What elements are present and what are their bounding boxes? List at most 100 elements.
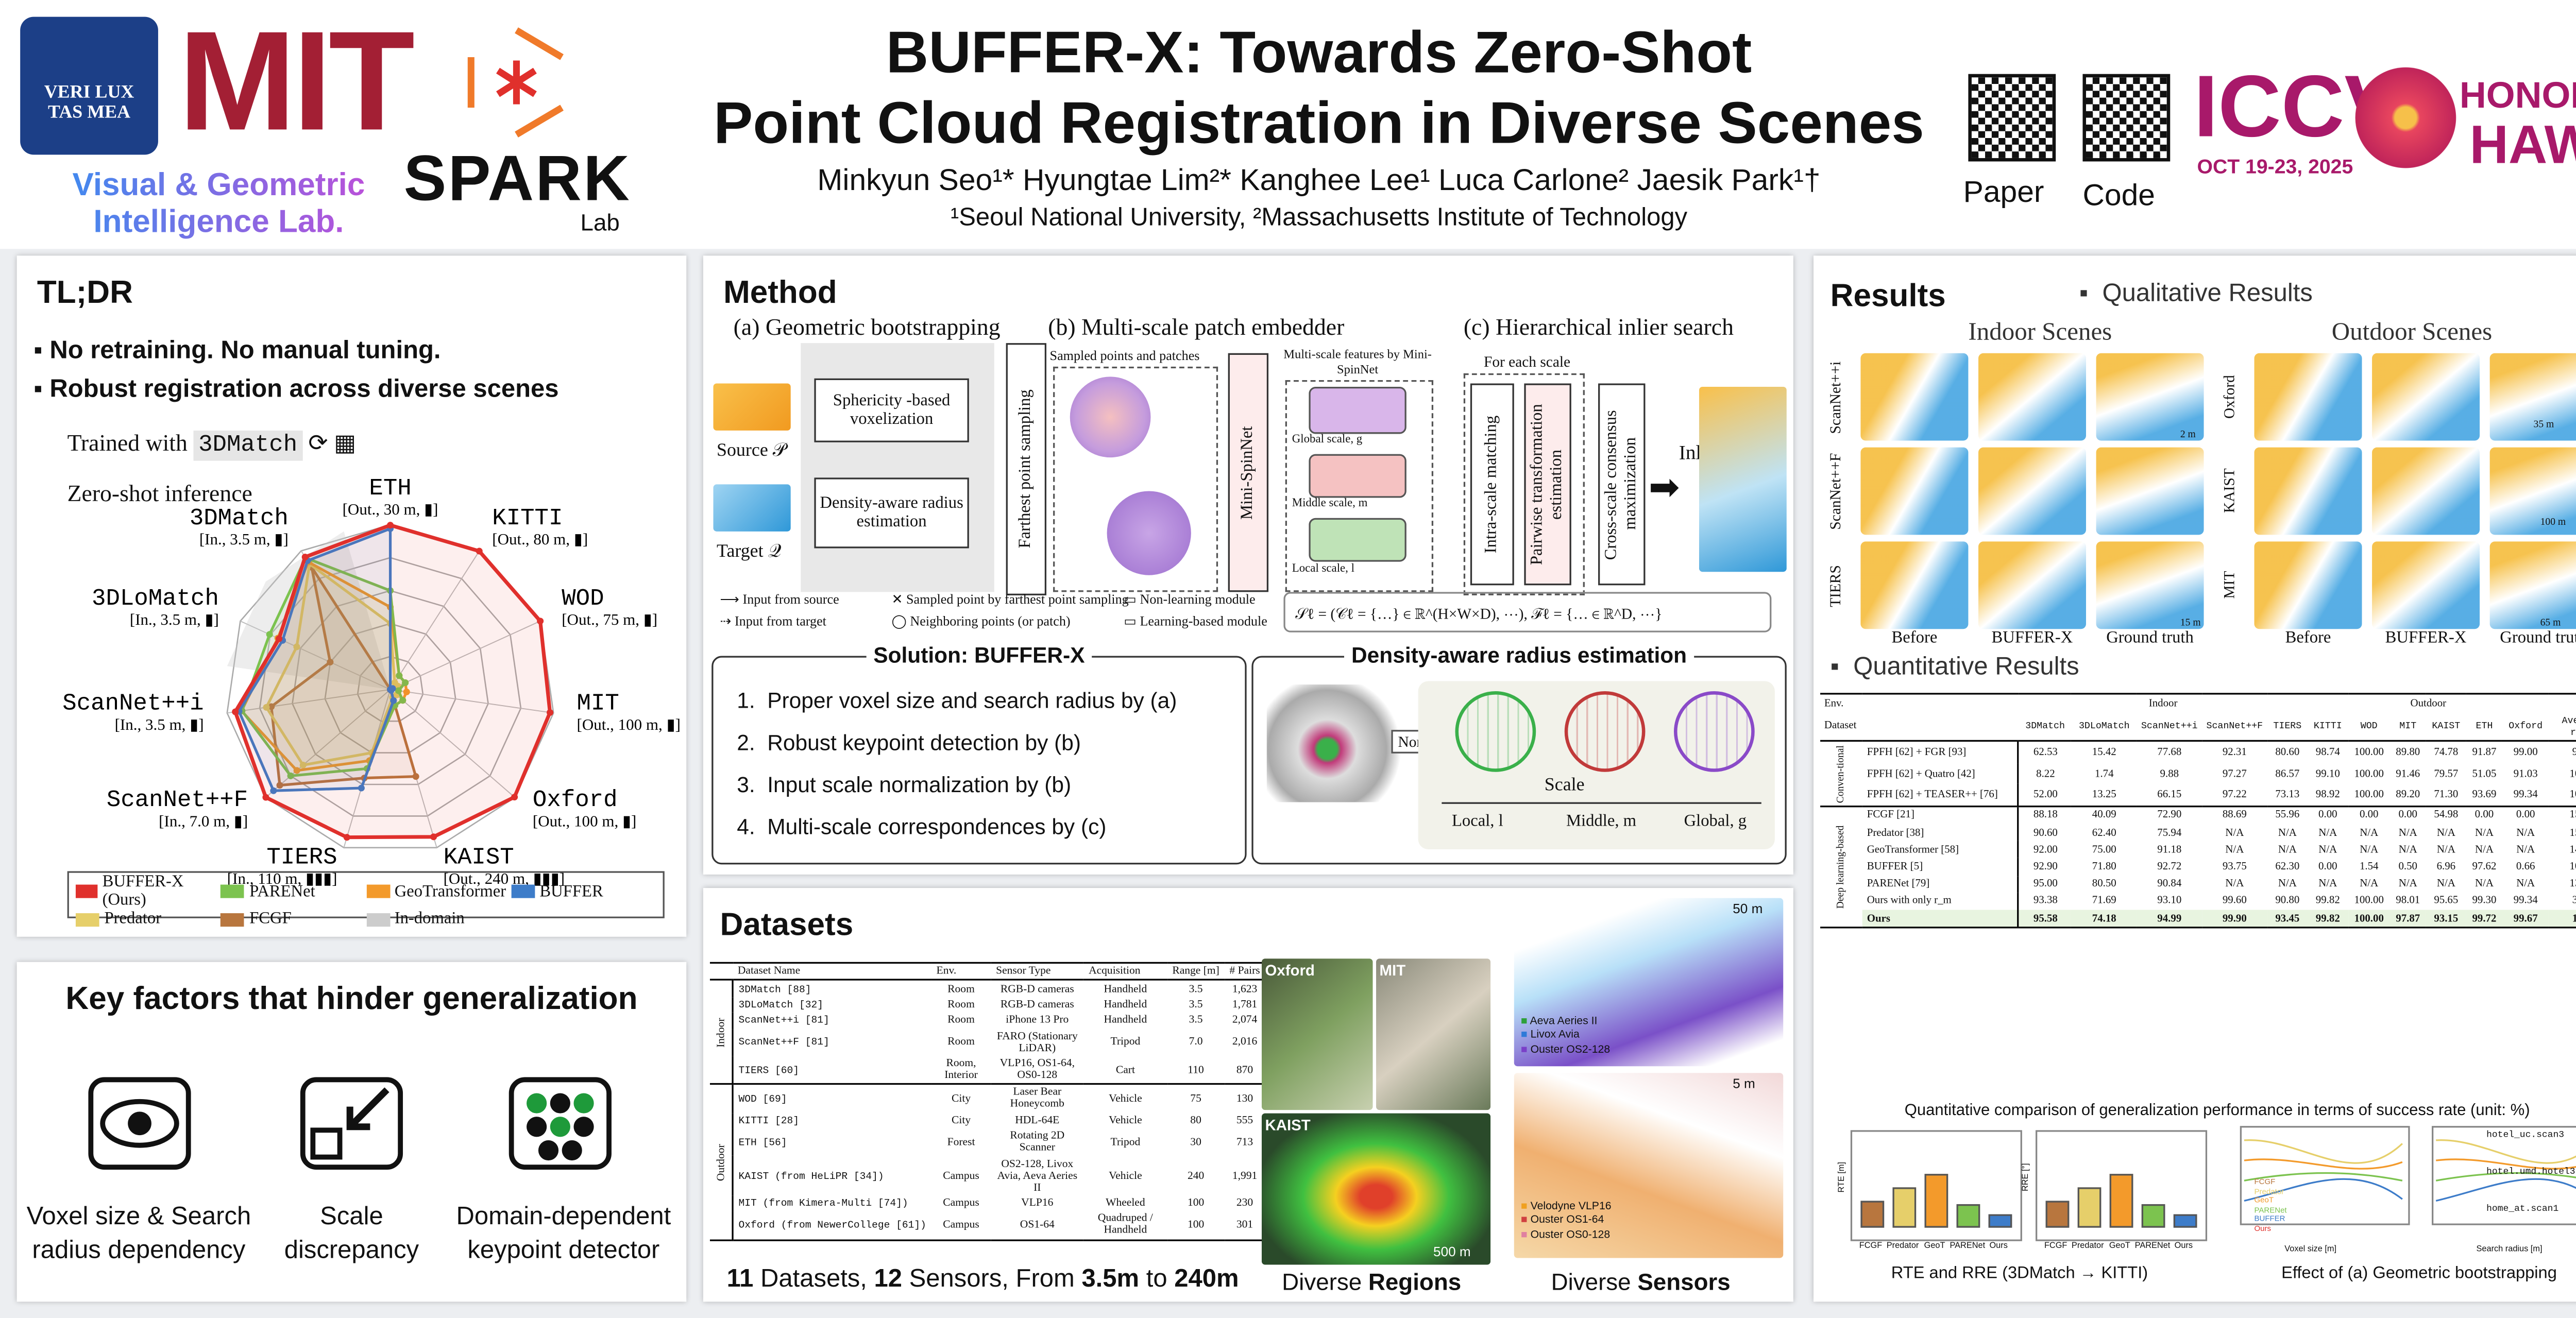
sensor-legend: ■ Aeva Aeries II ■ Livox Avia ■ Ouster OS2…: [1521, 1016, 1610, 1058]
legend-item: Predator: [2254, 1186, 2284, 1195]
plot-line: [2435, 1178, 2576, 1202]
result-image: [2096, 353, 2204, 441]
legend-text: Input from source: [742, 592, 839, 607]
table-cell: 80.50: [2092, 878, 2116, 891]
x-tick-label: FCGF: [2044, 1241, 2067, 1252]
table-cell: 10.45: [2569, 861, 2576, 873]
bullet: ▪ Robust registration across diverse sce…: [33, 375, 559, 404]
qr-code: [1968, 74, 2056, 162]
caption: RTE and RRE (3DMatch → KITTI): [1891, 1264, 2148, 1283]
legend-item: ■ Ouster OS1-64: [1520, 1214, 1604, 1227]
table-cell: 89.80: [2396, 747, 2420, 759]
module-box: Cross-scale consensus maximization: [1598, 383, 1646, 586]
legend-text: Input from target: [734, 613, 826, 629]
radar-point: [299, 761, 307, 768]
emph: Sensors: [1637, 1268, 1731, 1295]
sensor-image: [1514, 1073, 1784, 1258]
plot-frame: [2432, 1126, 2576, 1225]
legend-swatch: [366, 912, 389, 926]
table-cell: 97.87: [2396, 912, 2420, 925]
table-row: Ours with only r_m 93.38 71.69 93.10 99.60 90…: [1820, 893, 2576, 910]
group-label: Indoor Scenes: [1968, 319, 2112, 347]
map-image: [1261, 1113, 1491, 1265]
table-cell: N/A: [2475, 844, 2494, 856]
table-cell: WOD [69]: [738, 1093, 787, 1105]
radar-ring: [357, 656, 424, 722]
level-label: Global, g: [1684, 812, 1747, 831]
table-cell: City: [951, 1115, 971, 1127]
text: to: [1139, 1264, 1175, 1294]
table-cell: 86.57: [2275, 767, 2300, 780]
stage-label: (c) Hierarchical inlier search: [1463, 316, 1734, 341]
table-cell: 90.84: [2157, 878, 2182, 891]
legend-item: PARENet: [221, 882, 366, 901]
table-row: Outdoor WOD [69] City Laser Bear Honeycomb V…: [709, 1084, 1265, 1240]
table-cell: 0.50: [2398, 861, 2417, 873]
title-line: BUFFER-X: Towards Zero-Shot: [886, 20, 1752, 86]
header-cell: KAIST: [2432, 720, 2461, 732]
radar-point: [387, 522, 394, 529]
module-box: Farthest point sampling: [1006, 343, 1047, 595]
density-box: Density-aware radius estimation Normaliz…: [1251, 642, 1787, 865]
table-cell: VLP16: [1021, 1197, 1054, 1209]
radar-ring: [292, 590, 489, 785]
axis-label: Search radius [m]: [2476, 1244, 2543, 1255]
table-cell: 0.00: [2318, 861, 2337, 873]
radar-spoke: [240, 620, 391, 690]
result-image: [1978, 447, 2086, 535]
table-cell: N/A: [2398, 878, 2417, 891]
conference-dates: OCT 19-23, 2025: [2197, 155, 2353, 179]
table-cell: N/A: [2360, 878, 2379, 891]
table-cell: N/A: [2318, 878, 2337, 891]
table-cell: Room: [947, 999, 975, 1011]
legend-item: BUFFER-X (Ours): [75, 873, 221, 910]
table-cell: 1.74: [2095, 767, 2114, 780]
text: Diverse: [1551, 1268, 1638, 1295]
legend-text: Non-learning module: [1140, 592, 1256, 607]
section-title: ▪ Quantitative Results: [1830, 652, 2079, 681]
table-cell: N/A: [2436, 844, 2455, 856]
icon-frame: [509, 1077, 612, 1170]
qr-label: Code: [2082, 178, 2155, 212]
caption: Quantitative comparison of generalizatio…: [1904, 1101, 2530, 1120]
header-cell: Env.: [936, 965, 957, 978]
table-cell: Tripod: [1110, 1136, 1141, 1149]
header-cell: ScanNet++F: [2206, 720, 2263, 732]
table-cell: 93.75: [2222, 861, 2247, 873]
scale-label: 5 m: [1733, 1076, 1755, 1092]
box-plot: [1924, 1174, 1948, 1228]
small-label: Sampled points and patches: [1049, 348, 1200, 364]
table-cell: 13.25: [2092, 789, 2116, 801]
radar-point: [358, 784, 365, 792]
table-cell: N/A: [2278, 878, 2297, 891]
radar-spoke: [390, 689, 554, 714]
spark-lab: Lab: [580, 208, 620, 236]
table-cell: 62.40: [2092, 827, 2116, 839]
radar-point: [343, 834, 350, 841]
module-box: Sphericity -based voxelization: [814, 378, 969, 442]
row-label: ScanNet++F: [1827, 452, 1844, 530]
legend-swatch: [366, 884, 389, 898]
x-tick-label: Ours: [1989, 1241, 2008, 1252]
row-label: ScanNet++i: [1827, 361, 1844, 434]
table-cell: 95.58: [2018, 910, 2072, 928]
scale-label: 500 m: [1433, 1244, 1471, 1260]
table-cell: Campus: [943, 1219, 979, 1231]
group-label: Deep learning-based: [1836, 825, 1847, 909]
header-row: Env. Indoor Outdoor: [1820, 693, 2576, 712]
box-plot: [1860, 1201, 1885, 1228]
table-cell: 92.00: [2018, 841, 2072, 859]
keypoint-icon: [509, 1077, 612, 1170]
x-tick-label: GeoT: [1924, 1241, 1945, 1252]
table-cell: 91.87: [2472, 747, 2497, 759]
table-row: Deep learning-based FCGF [21] 88.18 40.09 72…: [1820, 806, 2576, 909]
radar-point: [301, 553, 309, 561]
method-cell: FCGF [21]: [1867, 810, 1914, 822]
table-cell: Tripod: [1110, 1036, 1141, 1048]
axis-name: ScanNet++F: [107, 786, 248, 813]
table-cell: 0.00: [2398, 810, 2417, 822]
table-cell: 93.38: [2018, 893, 2072, 910]
axis-info: [Out., 75 m, ▮]: [562, 610, 657, 628]
radar-point: [511, 794, 518, 801]
table-cell: City: [951, 1093, 971, 1105]
